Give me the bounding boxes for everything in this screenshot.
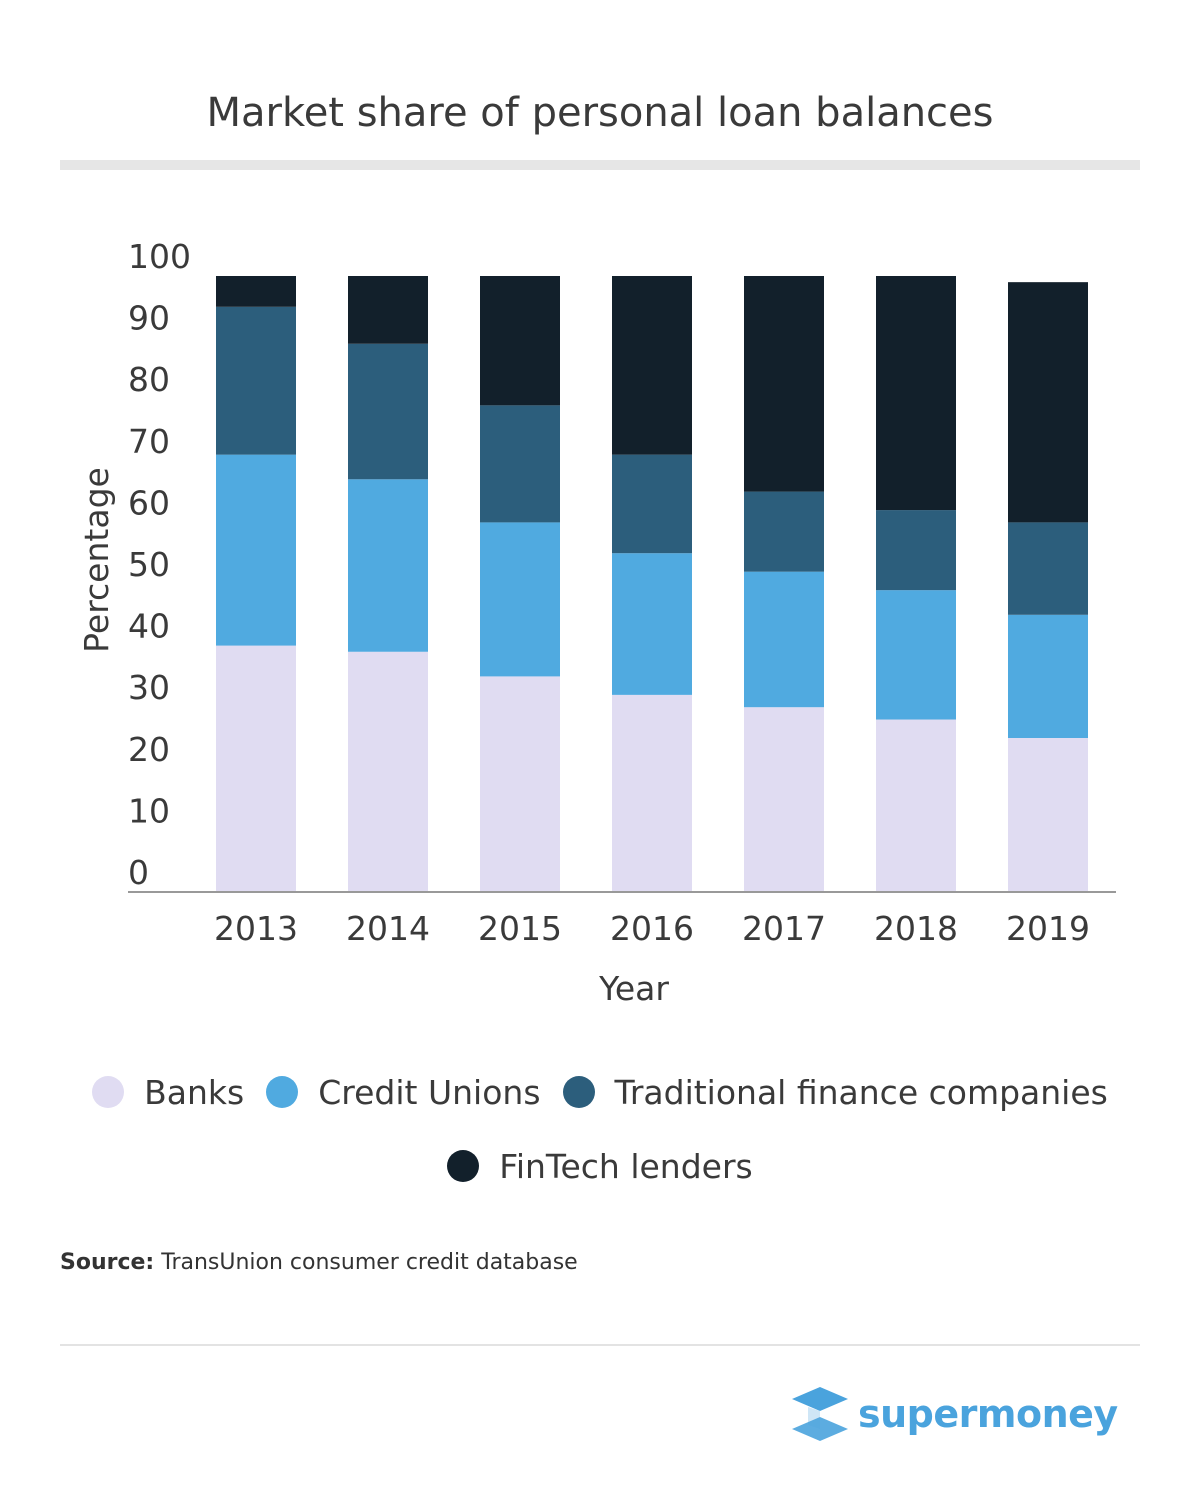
footer-divider — [60, 1344, 1140, 1346]
y-tick-label: 10 — [128, 791, 170, 830]
y-tick-label: 20 — [128, 730, 170, 769]
bar-segment-2018-1 — [876, 590, 956, 720]
y-axis-label: Percentage — [77, 467, 116, 653]
x-tick-label: 2019 — [1006, 909, 1090, 948]
bar-segment-2016-2 — [612, 454, 692, 554]
bar-segment-2019-2 — [1008, 522, 1088, 615]
source-note: Source: TransUnion consumer credit datab… — [60, 1250, 578, 1275]
x-tick-label: 2013 — [214, 909, 298, 948]
bar-segment-2018-0 — [876, 719, 956, 892]
bar-segment-2016-0 — [612, 694, 692, 892]
chart-title: Market share of personal loan balances — [206, 90, 994, 136]
legend-item: Traditional finance companies — [562, 1072, 1108, 1112]
bar-segment-2017-3 — [744, 276, 824, 492]
bar-segment-2014-1 — [348, 479, 428, 652]
legend: Banks Credit Unions Traditional finance co… — [60, 1062, 1140, 1196]
legend-item: Banks — [92, 1073, 244, 1112]
bar-segment-2014-3 — [348, 276, 428, 344]
bar-segment-2014-0 — [348, 651, 428, 892]
supermoney-logo: supermoney — [790, 1385, 1118, 1443]
source-label: Source: — [60, 1250, 155, 1275]
bar-segment-2013-1 — [216, 454, 296, 646]
bar-segment-2015-3 — [480, 276, 560, 406]
bar-segment-2013-0 — [216, 645, 296, 892]
bar-segment-2018-3 — [876, 276, 956, 511]
bar-segment-2015-2 — [480, 405, 560, 523]
legend-swatch-icon — [92, 1076, 125, 1108]
bar-segment-2013-2 — [216, 306, 296, 455]
bar-segment-2016-3 — [612, 276, 692, 455]
y-tick-label: 90 — [128, 299, 170, 338]
x-tick-label: 2016 — [610, 909, 694, 948]
bar-segment-2019-1 — [1008, 614, 1088, 738]
legend-item: Credit Unions — [266, 1072, 541, 1112]
bar-segment-2017-2 — [744, 491, 824, 572]
y-tick-label: 100 — [128, 237, 191, 276]
source-text: TransUnion consumer credit database — [161, 1250, 578, 1275]
legend-item: FinTech lenders — [447, 1146, 753, 1186]
x-tick-label: 2015 — [478, 909, 562, 948]
x-axis-label: Year — [598, 969, 669, 1008]
bar-segment-2015-1 — [480, 522, 560, 677]
y-tick-label: 60 — [128, 483, 170, 522]
y-tick-label: 70 — [128, 422, 170, 461]
legend-swatch-icon — [562, 1076, 595, 1108]
legend-swatch-icon — [266, 1076, 299, 1108]
x-tick-label: 2018 — [874, 909, 958, 948]
bar-segment-2018-2 — [876, 510, 956, 591]
stacked-bar-chart: 0 10 20 30 40 50 60 70 80 90 100 2013 2014 2015 2016 2… — [77, 237, 1116, 1008]
y-tick-label: 80 — [128, 360, 170, 399]
bar-segment-2016-1 — [612, 553, 692, 695]
bar-segment-2015-0 — [480, 676, 560, 892]
bar-segment-2019-0 — [1008, 738, 1088, 892]
legend-label: FinTech lenders — [499, 1146, 753, 1186]
x-tick-label: 2014 — [346, 909, 430, 948]
y-tick-label: 50 — [128, 545, 170, 584]
legend-label: Banks — [144, 1072, 245, 1112]
y-tick-label: 30 — [128, 668, 170, 707]
bar-segment-2017-0 — [744, 707, 824, 892]
legend-swatch-icon — [447, 1150, 480, 1182]
legend-label: Credit Unions — [318, 1072, 541, 1112]
logo-text: supermoney — [858, 1392, 1118, 1436]
bar-segment-2017-1 — [744, 571, 824, 708]
bar-segment-2019-3 — [1008, 282, 1088, 523]
x-tick-label: 2017 — [742, 909, 826, 948]
title-divider — [60, 160, 1140, 170]
supermoney-logo-icon — [792, 1387, 848, 1441]
y-tick-label: 40 — [128, 607, 170, 646]
legend-label: Traditional finance companies — [614, 1072, 1108, 1112]
y-tick-label: 0 — [128, 853, 149, 892]
bar-segment-2014-2 — [348, 343, 428, 480]
bar-segment-2013-3 — [216, 276, 296, 307]
